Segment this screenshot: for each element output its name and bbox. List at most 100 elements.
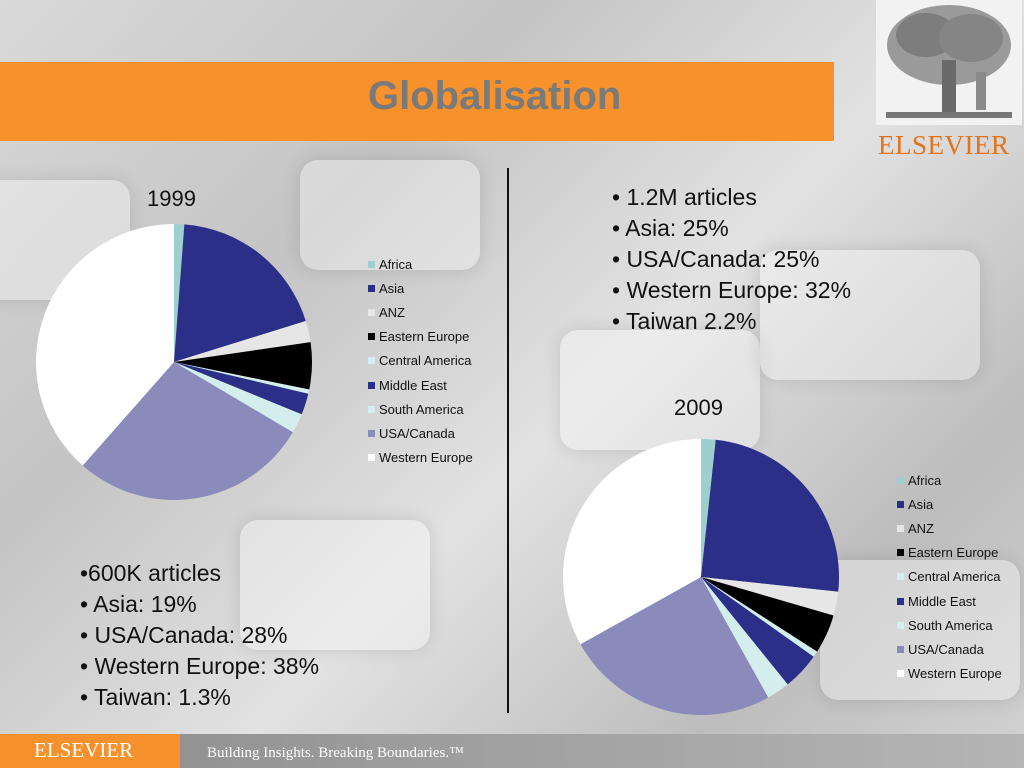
legend-swatch bbox=[897, 500, 904, 508]
pie-slice-asia bbox=[701, 439, 839, 592]
legend-label: Middle East bbox=[379, 377, 447, 393]
legend-1999: Africa Asia ANZ Eastern Europe Central Ameri… bbox=[368, 252, 473, 470]
pie-slice-anz bbox=[174, 321, 311, 362]
fact-western-europe: • Western Europe: 38% bbox=[80, 653, 320, 679]
pie-slice-usa-canada bbox=[82, 362, 293, 500]
legend-item-western-europe: Western Europe bbox=[368, 446, 473, 470]
legend-swatch bbox=[897, 476, 904, 484]
pie-slice-eastern-europe bbox=[701, 577, 834, 652]
legend-swatch bbox=[368, 308, 375, 316]
elsevier-wordmark: ELSEVIER bbox=[878, 130, 1010, 160]
legend-swatch bbox=[368, 357, 375, 365]
legend-label: ANZ bbox=[908, 520, 934, 536]
background-key bbox=[820, 560, 1020, 700]
pie-slice-usa-canada bbox=[580, 577, 769, 715]
legend-item-usa-canada: USA/Canada bbox=[897, 637, 1002, 661]
legend-item-eastern-europe: Eastern Europe bbox=[368, 325, 473, 349]
pie-slice-middle-east bbox=[701, 577, 814, 685]
pie-slice-asia bbox=[174, 224, 306, 362]
legend-item-south-america: South America bbox=[368, 397, 473, 421]
legend-label: Asia bbox=[908, 496, 934, 512]
pie-slice-eastern-europe bbox=[174, 342, 312, 390]
pie-slice-africa bbox=[174, 224, 185, 362]
legend-2009: Africa Asia ANZ Eastern Europe Central Ameri… bbox=[897, 468, 1002, 686]
legend-swatch bbox=[897, 670, 904, 678]
fact-western-europe: • Western Europe: 32% bbox=[612, 277, 852, 303]
fact-articles: • 1.2M articles bbox=[612, 184, 757, 210]
background-key bbox=[240, 520, 430, 650]
footer-brand: ELSEVIER bbox=[34, 738, 134, 762]
fact-usa-canada: • USA/Canada: 28% bbox=[80, 622, 288, 648]
background-key bbox=[300, 160, 480, 270]
facts-2009-list: • 1.2M articles • Asia: 25% • USA/Canada… bbox=[612, 182, 851, 337]
footer-tagline: Building Insights. Breaking Boundaries.™ bbox=[207, 745, 464, 761]
pie-slice-central-america bbox=[701, 577, 818, 657]
legend-label: Western Europe bbox=[908, 666, 1002, 682]
chart-2009-title: 2009 bbox=[674, 395, 723, 420]
fact-articles: •600K articles bbox=[80, 560, 222, 586]
chart-1999-title: 1999 bbox=[147, 186, 196, 211]
fact-asia: • Asia: 25% bbox=[612, 215, 729, 241]
legend-swatch bbox=[897, 597, 904, 605]
column-divider bbox=[507, 168, 509, 713]
legend-swatch bbox=[897, 549, 904, 557]
legend-item-middle-east: Middle East bbox=[897, 589, 1002, 613]
elsevier-tree-logo bbox=[876, 0, 1022, 125]
legend-item-middle-east: Middle East bbox=[368, 373, 473, 397]
fact-taiwan: • Taiwan 2.2% bbox=[612, 308, 757, 334]
pie-slice-middle-east bbox=[174, 362, 309, 415]
legend-item-asia: Asia bbox=[368, 276, 473, 300]
pie-slice-western-europe bbox=[563, 439, 701, 645]
fact-taiwan: • Taiwan: 1.3% bbox=[80, 684, 231, 710]
pie-chart-2009 bbox=[563, 439, 839, 715]
legend-item-anz: ANZ bbox=[897, 516, 1002, 540]
facts-1999-list: •600K articles • Asia: 19% • USA/Canada:… bbox=[80, 558, 319, 713]
background-key bbox=[760, 250, 980, 380]
legend-item-central-america: Central America bbox=[897, 565, 1002, 589]
legend-label: ANZ bbox=[379, 304, 405, 320]
pie-slice-south-america bbox=[174, 362, 302, 433]
legend-item-africa: Africa bbox=[897, 468, 1002, 492]
legend-item-usa-canada: USA/Canada bbox=[368, 421, 473, 445]
legend-swatch bbox=[368, 260, 375, 268]
legend-label: USA/Canada bbox=[379, 425, 455, 441]
legend-label: USA/Canada bbox=[908, 641, 984, 657]
pie-slice-anz bbox=[701, 577, 839, 616]
legend-swatch bbox=[368, 454, 375, 462]
legend-swatch bbox=[897, 621, 904, 629]
legend-swatch bbox=[897, 573, 904, 581]
fact-asia: • Asia: 19% bbox=[80, 591, 197, 617]
legend-item-anz: ANZ bbox=[368, 300, 473, 324]
legend-label: Middle East bbox=[908, 593, 976, 609]
legend-swatch bbox=[897, 524, 904, 532]
legend-swatch bbox=[368, 381, 375, 389]
legend-item-africa: Africa bbox=[368, 252, 473, 276]
legend-label: South America bbox=[908, 617, 993, 633]
legend-label: Central America bbox=[908, 569, 1001, 585]
legend-item-asia: Asia bbox=[897, 492, 1002, 516]
legend-swatch bbox=[368, 429, 375, 437]
legend-label: Eastern Europe bbox=[379, 329, 470, 345]
legend-label: Central America bbox=[379, 353, 472, 369]
pie-slice-south-america bbox=[701, 577, 788, 698]
fact-usa-canada: • USA/Canada: 25% bbox=[612, 246, 820, 272]
legend-item-eastern-europe: Eastern Europe bbox=[897, 541, 1002, 565]
page-title: Globalisation bbox=[368, 74, 622, 118]
legend-label: Africa bbox=[379, 256, 413, 272]
legend-item-south-america: South America bbox=[897, 613, 1002, 637]
pie-slice-africa bbox=[701, 439, 716, 577]
legend-label: Eastern Europe bbox=[908, 545, 999, 561]
title-bar bbox=[0, 62, 834, 141]
legend-swatch bbox=[368, 284, 375, 292]
legend-label: South America bbox=[379, 401, 464, 417]
legend-label: Western Europe bbox=[379, 450, 473, 466]
legend-item-central-america: Central America bbox=[368, 349, 473, 373]
legend-swatch bbox=[368, 405, 375, 413]
footer-brand-block bbox=[0, 734, 180, 768]
pie-slice-western-europe bbox=[35, 224, 174, 466]
background-key bbox=[560, 330, 760, 450]
legend-label: Asia bbox=[379, 280, 405, 296]
legend-item-western-europe: Western Europe bbox=[897, 662, 1002, 686]
legend-swatch bbox=[368, 333, 375, 341]
legend-swatch bbox=[897, 645, 904, 653]
